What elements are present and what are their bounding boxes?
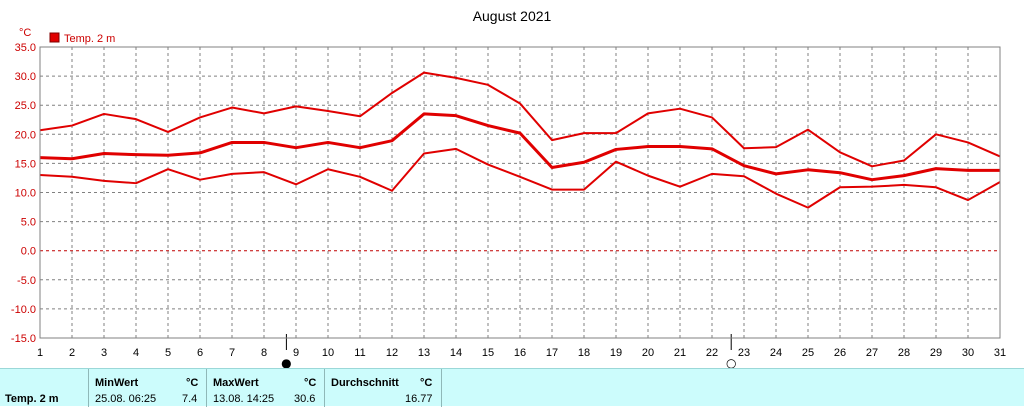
- x-tick-label: 14: [450, 347, 462, 359]
- legend: Temp. 2 m: [49, 32, 115, 45]
- x-tick-label: 18: [578, 347, 590, 359]
- avg-unit: °C: [420, 377, 433, 389]
- y-tick-label: 10.0: [15, 188, 36, 200]
- moon-phase-icon: ○: [726, 356, 736, 368]
- x-tick-label: 20: [642, 347, 654, 359]
- moon-phase-icon: ●: [281, 356, 291, 368]
- stats-separator: [206, 369, 207, 407]
- stats-row-label: Temp. 2 m: [5, 393, 59, 405]
- x-tick-label: 7: [229, 347, 235, 359]
- x-tick-label: 30: [962, 347, 974, 359]
- x-tick-label: 27: [866, 347, 878, 359]
- series-line-min: [39, 147, 1001, 209]
- min-datetime: 25.08. 06:25: [95, 393, 157, 405]
- series-line-max: [39, 71, 1001, 168]
- max-datetime: 13.08. 14:25: [213, 393, 275, 405]
- chart-title: August 2021: [473, 8, 552, 24]
- min-unit: °C: [186, 377, 199, 389]
- y-tick-label: -5.0: [17, 275, 36, 287]
- moon-markers: ● ○: [281, 334, 736, 368]
- avg-value: 16.77: [405, 393, 433, 405]
- y-axis: 35.0 30.0 25.0 20.0 15.0 10.0 5.0 0.0 -5.0 -10.0 -…: [11, 42, 36, 345]
- x-tick-label: 19: [610, 347, 622, 359]
- x-tick-label: 28: [898, 347, 910, 359]
- max-header: MaxWert: [213, 377, 259, 389]
- x-tick-label: 17: [546, 347, 558, 359]
- x-axis: 1 2 3 4 5 6 7 8 9 10 11 12 13 14 15 16 17 18 19 20 21 22 23 24 2…: [37, 347, 1006, 359]
- stats-separator: [441, 369, 442, 407]
- min-header: MinWert: [95, 377, 139, 389]
- y-axis-unit: °C: [19, 27, 31, 39]
- x-tick-label: 13: [418, 347, 430, 359]
- x-tick-label: 9: [293, 347, 299, 359]
- legend-label: Temp. 2 m: [64, 33, 115, 45]
- y-tick-label: 15.0: [15, 158, 36, 170]
- max-value: 30.6: [294, 393, 316, 405]
- x-tick-label: 2: [69, 347, 75, 359]
- stats-separator: [88, 369, 89, 407]
- legend-swatch: [49, 32, 60, 43]
- grid: [39, 46, 1001, 339]
- y-tick-label: 30.0: [15, 71, 36, 83]
- x-tick-label: 4: [133, 347, 139, 359]
- max-unit: °C: [304, 377, 317, 389]
- x-tick-label: 16: [514, 347, 526, 359]
- x-tick-label: 22: [706, 347, 718, 359]
- series-lines: [39, 71, 1001, 209]
- stats-bar: Temp. 2 m MinWert °C 25.08. 06:25 7.4 Ma…: [0, 368, 1024, 407]
- x-tick-label: 12: [386, 347, 398, 359]
- x-tick-label: 25: [802, 347, 814, 359]
- min-value: 7.4: [182, 393, 198, 405]
- plot-frame: [39, 46, 1001, 339]
- y-tick-label: -10.0: [11, 304, 36, 316]
- series-line-mean: [39, 112, 1000, 182]
- x-tick-label: 10: [322, 347, 334, 359]
- temperature-chart: August 2021 °C Temp. 2 m 35.030.025.020.…: [11, 8, 1006, 368]
- x-tick-label: 23: [738, 347, 750, 359]
- x-tick-label: 26: [834, 347, 846, 359]
- y-tick-label: -15.0: [11, 333, 36, 345]
- x-tick-label: 31: [994, 347, 1006, 359]
- x-tick-label: 3: [101, 347, 107, 359]
- x-tick-label: 24: [770, 347, 782, 359]
- x-tick-label: 15: [482, 347, 494, 359]
- x-tick-label: 11: [354, 347, 365, 359]
- avg-header: Durchschnitt: [331, 377, 399, 389]
- x-tick-label: 21: [674, 347, 686, 359]
- stats-separator: [324, 369, 325, 407]
- y-tick-label: 35.0: [15, 42, 36, 54]
- x-tick-label: 6: [197, 347, 203, 359]
- y-tick-label: 20.0: [15, 129, 36, 141]
- x-tick-label: 8: [261, 347, 267, 359]
- y-tick-label: 25.0: [15, 100, 36, 112]
- x-tick-label: 5: [165, 347, 171, 359]
- y-tick-label: 5.0: [21, 217, 36, 229]
- x-tick-label: 29: [930, 347, 942, 359]
- x-tick-label: 1: [37, 347, 43, 359]
- y-tick-label: 0.0: [21, 246, 36, 258]
